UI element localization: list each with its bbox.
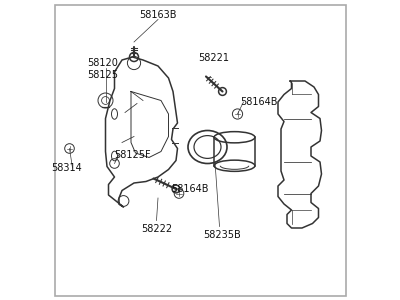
- Text: 58222: 58222: [141, 224, 172, 233]
- Text: 58163B: 58163B: [139, 10, 177, 20]
- Text: 58235B: 58235B: [204, 230, 241, 239]
- Text: 58125: 58125: [87, 70, 118, 80]
- FancyBboxPatch shape: [54, 4, 346, 296]
- Text: 58120: 58120: [87, 58, 118, 68]
- Text: 58221: 58221: [198, 53, 229, 63]
- Text: 58125F: 58125F: [114, 149, 151, 160]
- Text: 58164B: 58164B: [240, 97, 278, 107]
- Text: 58314: 58314: [51, 163, 82, 173]
- Text: 58164B: 58164B: [172, 184, 209, 194]
